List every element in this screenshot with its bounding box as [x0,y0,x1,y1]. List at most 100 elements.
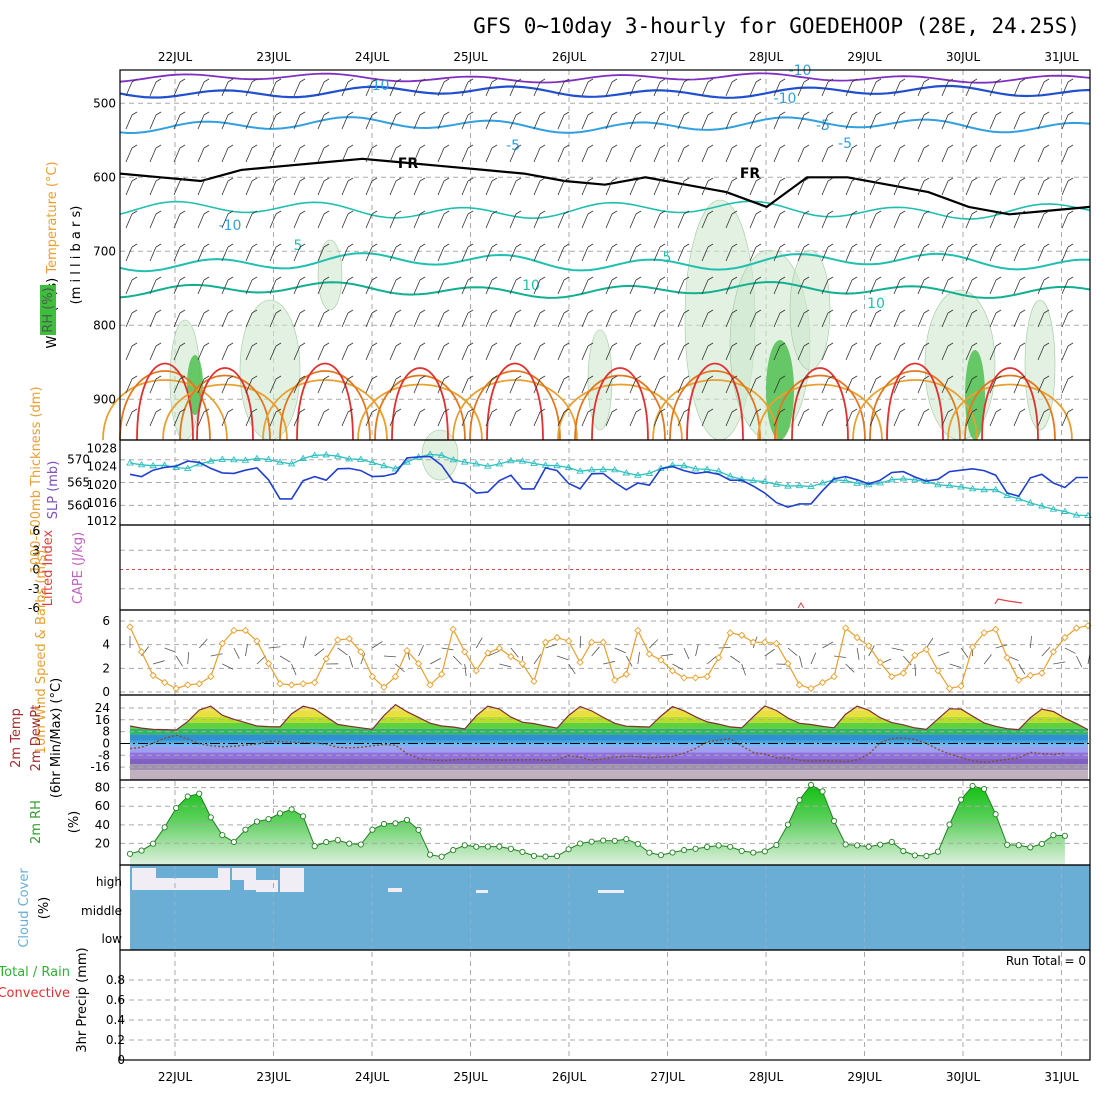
wind-barb [499,663,512,668]
rh-marker [1038,840,1045,847]
wind-barb [926,637,934,649]
wind-barb [245,309,258,328]
wind-barb [317,342,330,361]
wind-barb [125,408,138,427]
wind-barb [348,655,354,668]
wind-barb [437,276,450,295]
rh-marker [253,818,261,825]
warm-contour [469,370,561,441]
wind-barb [960,647,969,658]
ylabel-millibars: (m i l l i b a r s) [69,206,84,305]
slp-marker [1026,499,1035,506]
wind-barb [509,375,522,394]
x-tick-label-top: 27JUL [650,50,685,64]
wind-barb [485,375,498,394]
wind-barb [437,177,450,196]
x-tick-label-top: 24JUL [355,50,390,64]
cloud-gap [144,878,218,890]
wind-barb [845,111,858,130]
temp-tick: -16 [90,760,110,774]
wind-barb [1061,243,1074,262]
wind-barb [797,375,810,394]
wind-speed-marker [1072,624,1081,632]
rh-marker [588,838,595,845]
cloud-gap [218,868,230,890]
wind-barb [221,276,234,295]
slp-marker [322,450,331,458]
slp-marker [991,485,1000,493]
wind-speed-marker [160,678,169,687]
x-tick-label-top: 30JUL [946,50,981,64]
wind-barb [725,243,738,262]
wind-barb [437,342,450,361]
wind-barb [965,177,978,196]
contour-label: FR [398,156,419,172]
wind-barb [1061,375,1074,394]
slp-ylabel: SLP (mb) [46,461,61,520]
wind-barb [395,663,405,673]
wind-barb [941,309,954,328]
cloud-cover-panel [130,865,1090,950]
wind-speed-marker [149,671,157,680]
wind-barb [773,210,786,229]
slp-marker [587,465,596,473]
rh-marker [126,850,134,857]
wind-speed-marker [853,633,861,642]
wind-barb [1061,210,1074,229]
wind-barb [701,342,714,361]
wind-barb [653,342,666,361]
wind-barb [269,78,282,97]
wind-barb [917,408,930,427]
precip-convective: Convective [0,986,70,1001]
panel-frame-precip [119,949,1091,1061]
wind-barb [1013,144,1026,163]
wind-barb [485,177,498,196]
wind-barb [941,177,954,196]
wind-barb [845,144,858,163]
wind-speed-marker [876,658,884,667]
wind-barb [461,309,474,328]
rh-ylabel: 2m RH [29,800,44,844]
slp-marker [380,461,388,469]
wind-barb [821,408,834,427]
wind-ylabel: 10m Wind Speed & Barbs (m/s) [34,550,49,755]
cape-ylabel: CAPE (J/kg) [71,532,86,604]
temp-band [130,740,1088,744]
warm-contour [757,383,883,441]
wind-barb [965,111,978,130]
rh-marker [461,842,468,849]
isotherm-0 [119,200,1091,220]
wind-barb [629,375,642,394]
slp-marker [218,455,227,462]
rh-marker [981,785,988,793]
cape-marker [797,602,805,609]
rh-marker [727,843,734,850]
wind-barb [293,243,306,262]
wind-barb [485,144,498,163]
wind-speed-marker [888,672,896,681]
wind-speed-marker [1038,669,1046,677]
wind-barb [1037,375,1050,394]
slp-tick: 1020 [86,478,117,492]
warm-contour [669,370,761,441]
wind-barb [173,210,186,229]
wind-barb [581,210,594,229]
wind-barb [437,408,450,427]
wind-barb [302,636,307,649]
rh-marker [161,824,168,831]
cloud-row-label: middle [81,904,122,918]
wind-barb [869,342,882,361]
rh-marker [819,788,826,795]
wind-speed-marker [137,648,146,656]
wind-barb [845,663,855,673]
contour-label: -5 [838,136,852,152]
spacer [0,960,1,961]
isotherm-10 [119,281,1091,299]
wind-barb [557,243,570,262]
wind-speed-marker [184,681,192,689]
rh-marker [865,843,872,850]
rh-marker [276,810,284,817]
wind-barb [1013,309,1026,328]
wind-speed-marker [438,670,446,678]
isotherm--15 [119,72,1091,84]
